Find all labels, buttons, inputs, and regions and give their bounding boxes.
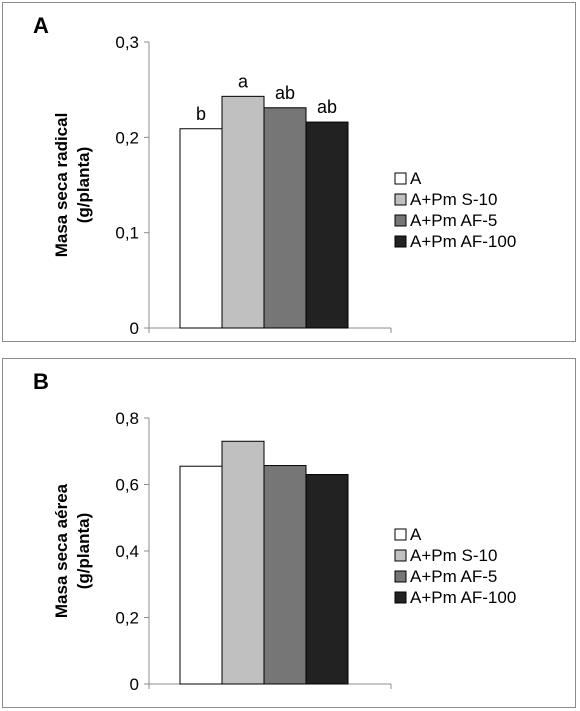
legend-swatch bbox=[394, 570, 407, 583]
bar bbox=[305, 474, 349, 685]
bar bbox=[221, 95, 265, 329]
significance-label: ab bbox=[317, 97, 337, 117]
y-axis-label: (g/planta) bbox=[74, 147, 93, 224]
legend-swatch bbox=[394, 591, 407, 604]
y-tick-label: 0 bbox=[130, 675, 139, 694]
y-tick-label: 0,1 bbox=[115, 224, 139, 243]
legend-label: A+Pm AF-100 bbox=[410, 588, 516, 607]
chart-panel-b: B 0 0,2 0,4 0,6 0,8 Masa seca aérea (g/planta)… bbox=[2, 358, 576, 708]
bar bbox=[179, 128, 223, 329]
y-tick-label: 0,2 bbox=[115, 128, 139, 147]
legend-swatch bbox=[394, 214, 407, 227]
significance-label: a bbox=[238, 71, 249, 91]
panel-label: B bbox=[33, 369, 49, 394]
y-axis-label: Masa seca radical bbox=[52, 113, 71, 258]
legend-label: A+Pm AF-5 bbox=[410, 211, 497, 230]
chart-panel-a: A 0 0,1 0,2 0,3 Masa seca radical (g/planta) b… bbox=[2, 2, 576, 342]
panel-label: A bbox=[33, 13, 49, 38]
y-axis-label: Masa seca aérea bbox=[52, 483, 71, 618]
y-axis-label: (g/planta) bbox=[74, 513, 93, 590]
legend-label: A+Pm AF-100 bbox=[410, 232, 516, 251]
bar bbox=[263, 465, 307, 685]
legend-swatch bbox=[394, 172, 407, 185]
y-tick-label: 0,4 bbox=[115, 542, 139, 561]
legend-swatch bbox=[394, 549, 407, 562]
y-tick-label: 0,6 bbox=[115, 476, 139, 495]
significance-label: b bbox=[196, 104, 206, 124]
bar bbox=[179, 465, 223, 685]
legend-swatch bbox=[394, 528, 407, 541]
bar bbox=[305, 121, 349, 329]
legend-swatch bbox=[394, 193, 407, 206]
y-tick-label: 0 bbox=[130, 319, 139, 338]
legend-label: A+Pm AF-5 bbox=[410, 567, 497, 586]
y-tick-label: 0,3 bbox=[115, 33, 139, 52]
legend-label: A bbox=[410, 525, 422, 544]
bar bbox=[221, 440, 265, 685]
significance-label: ab bbox=[275, 83, 295, 103]
legend-swatch bbox=[394, 235, 407, 248]
y-tick-label: 0,8 bbox=[115, 409, 139, 428]
legend-label: A+Pm S-10 bbox=[410, 190, 497, 209]
legend-label: A+Pm S-10 bbox=[410, 546, 497, 565]
bar bbox=[263, 107, 307, 329]
legend-label: A bbox=[410, 169, 422, 188]
y-tick-label: 0,2 bbox=[115, 609, 139, 628]
bar-chart-a: 0 0,1 0,2 0,3 Masa seca radical (g/planta) b a a… bbox=[52, 33, 516, 338]
